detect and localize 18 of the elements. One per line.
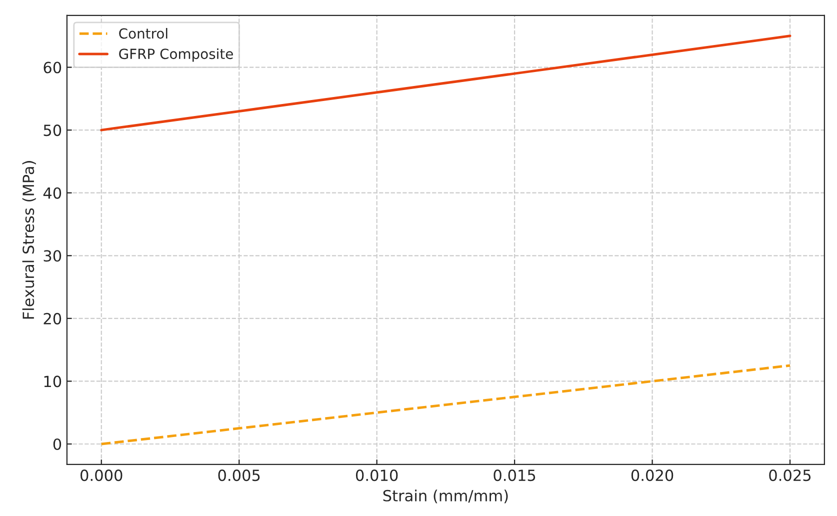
x-tick-label: 0.005	[218, 470, 260, 482]
y-tick-label: 50	[44, 124, 62, 136]
x-tick-label: 0.020	[631, 470, 674, 482]
y-tick-label: 40	[43, 187, 62, 199]
x-tick-label: 0.000	[80, 470, 122, 482]
y-tick-label: 20	[44, 312, 62, 324]
y-tick-label: 30	[44, 250, 62, 262]
y-axis-title: Flexural Stress (MPa)	[22, 161, 36, 319]
y-tick-label: 10	[44, 376, 62, 388]
x-tick-label: 0.015	[494, 470, 536, 482]
y-tick-label: 60	[44, 62, 62, 74]
y-tick-label: 0	[53, 438, 62, 450]
x-tick-label: 0.025	[769, 470, 811, 482]
x-tick-label: 0.010	[356, 470, 398, 482]
legend-label: GFRP Composite	[119, 48, 233, 62]
line-series	[100, 364, 792, 446]
legend-label: Control	[119, 28, 168, 39]
x-axis-title: Strain (mm/mm)	[383, 490, 508, 504]
